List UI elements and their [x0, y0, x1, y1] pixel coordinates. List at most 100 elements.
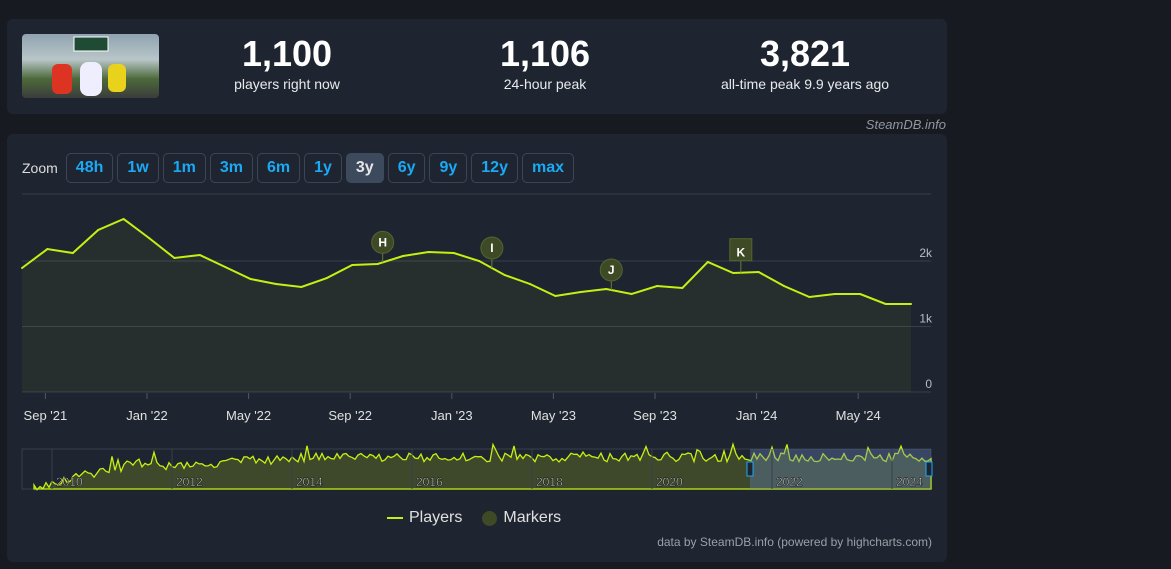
marker-label: K [736, 246, 745, 260]
peak-24h-value: 1,106 [499, 33, 591, 74]
zoom-1w-button[interactable]: 1w [117, 153, 159, 183]
data-point[interactable] [808, 296, 811, 299]
stats-panel: 1,100 players right now 1,106 24-hour peak… [7, 19, 947, 114]
zoom-6y-button[interactable]: 6y [387, 153, 426, 183]
marker-label: H [378, 235, 387, 249]
data-point[interactable] [46, 248, 49, 251]
data-point[interactable] [783, 285, 785, 288]
data-point[interactable] [300, 286, 303, 289]
data-point[interactable] [275, 282, 277, 285]
marker-j[interactable]: J [599, 258, 623, 290]
data-point[interactable] [884, 302, 887, 305]
area-fill [22, 219, 911, 392]
x-tick-label: Jan '23 [431, 408, 473, 423]
marker-i[interactable]: I [480, 236, 504, 269]
navigator-year-label: 2014 [296, 475, 323, 489]
data-point[interactable] [910, 302, 912, 305]
legend-markers[interactable]: Markers [482, 509, 561, 527]
navigator-selection[interactable] [750, 449, 931, 489]
y-tick-label: 2k [919, 246, 933, 260]
data-point[interactable] [173, 256, 176, 259]
data-point[interactable] [351, 263, 354, 266]
zoom-3m-button[interactable]: 3m [209, 153, 253, 183]
x-tick-label: Sep '23 [633, 408, 677, 423]
navigator[interactable]: 2010 2012 2014 2016 2018 2020 2022 2024 [21, 442, 933, 491]
line-swatch-icon [387, 517, 403, 519]
navigator-series [33, 442, 932, 491]
x-tick-label: Jan '24 [736, 408, 778, 423]
zoom-max-button[interactable]: max [521, 153, 575, 183]
data-point[interactable] [325, 277, 328, 280]
data-point[interactable] [681, 286, 684, 289]
navigator-year-label: 2016 [416, 475, 443, 489]
data-point[interactable] [402, 255, 404, 258]
data-point[interactable] [224, 266, 227, 269]
legend-markers-label: Markers [503, 509, 562, 526]
data-point[interactable] [249, 278, 252, 281]
zoom-12y-button[interactable]: 12y [471, 153, 518, 183]
marker-h[interactable]: H [371, 230, 395, 263]
data-point[interactable] [71, 252, 74, 255]
alltime-peak-label: all-time peak 9.9 years ago [720, 76, 890, 92]
zoom-3y-button[interactable]: 3y [345, 153, 384, 183]
marker-label: I [490, 241, 493, 255]
alltime-peak: 3,821 all-time peak 9.9 years ago [685, 33, 925, 93]
data-point[interactable] [198, 253, 201, 256]
x-tick-label: Jan '22 [126, 408, 168, 423]
zoom-label: Zoom [22, 160, 58, 176]
marker-k[interactable]: K [729, 238, 753, 273]
data-point[interactable] [757, 271, 760, 274]
data-point[interactable] [21, 267, 23, 270]
zoom-6m-button[interactable]: 6m [256, 153, 301, 183]
alltime-peak-value: 3,821 [759, 33, 851, 74]
x-tick-label: Sep '22 [328, 408, 372, 423]
marker-label: J [608, 263, 615, 277]
current-players-label: players right now [234, 76, 340, 92]
steamdb-credit[interactable]: SteamDB.info [865, 117, 946, 132]
zoom-1m-button[interactable]: 1m [162, 153, 206, 183]
current-players-value: 1,100 [241, 33, 333, 74]
data-point[interactable] [122, 218, 125, 221]
data-point[interactable] [630, 293, 633, 296]
data-point[interactable] [605, 287, 608, 290]
zoom-9y-button[interactable]: 9y [429, 153, 468, 183]
data-point[interactable] [503, 274, 506, 277]
x-tick-label: May '22 [226, 408, 271, 423]
data-point[interactable] [833, 293, 836, 296]
data-point[interactable] [97, 229, 100, 232]
x-tick-label: May '23 [531, 408, 576, 423]
y-tick-label: 0 [925, 377, 932, 391]
data-point[interactable] [148, 237, 150, 240]
navigator-year-label: 2010 [56, 475, 83, 489]
zoom-48h-button[interactable]: 48h [65, 153, 114, 183]
data-point[interactable] [732, 271, 735, 274]
data-point[interactable] [376, 263, 379, 266]
data-point[interactable] [554, 294, 557, 297]
navigator-handle[interactable] [925, 461, 933, 477]
data-point[interactable] [656, 285, 658, 288]
data-point[interactable] [859, 293, 862, 296]
data-point[interactable] [427, 251, 430, 254]
navigator-handle[interactable] [746, 461, 754, 477]
data-point[interactable] [478, 260, 481, 262]
x-tick-label: Sep '21 [24, 408, 68, 423]
legend-players[interactable]: Players [387, 509, 462, 527]
player-chart[interactable]: 0 1k 2k Sep '21 Jan '22 May '22 Sep '22 Jan '23… [7, 134, 947, 562]
legend: Players Markers [387, 509, 561, 527]
navigator-year-label: 2018 [536, 475, 563, 489]
marker-swatch-icon [482, 510, 498, 526]
data-point[interactable] [529, 282, 531, 285]
chart-footer[interactable]: data by SteamDB.info (powered by highcha… [657, 535, 932, 549]
zoom-1y-button[interactable]: 1y [304, 153, 342, 183]
game-thumbnail[interactable] [22, 34, 159, 98]
navigator-year-label: 2022 [776, 475, 803, 489]
legend-players-label: Players [409, 509, 463, 526]
data-point[interactable] [706, 260, 709, 263]
chart-panel: Zoom 48h 1w 1m 3m 6m 1y 3y 6y 9y 12y max 0 1k 2k Sep '… [7, 134, 947, 562]
navigator-year-label: 2024 [896, 475, 923, 489]
players-line [21, 217, 911, 305]
data-point[interactable] [452, 252, 455, 255]
zoom-controls: Zoom 48h 1w 1m 3m 6m 1y 3y 6y 9y 12y max [22, 153, 575, 183]
navigator-year-label: 2012 [176, 475, 203, 489]
data-point[interactable] [579, 290, 582, 293]
